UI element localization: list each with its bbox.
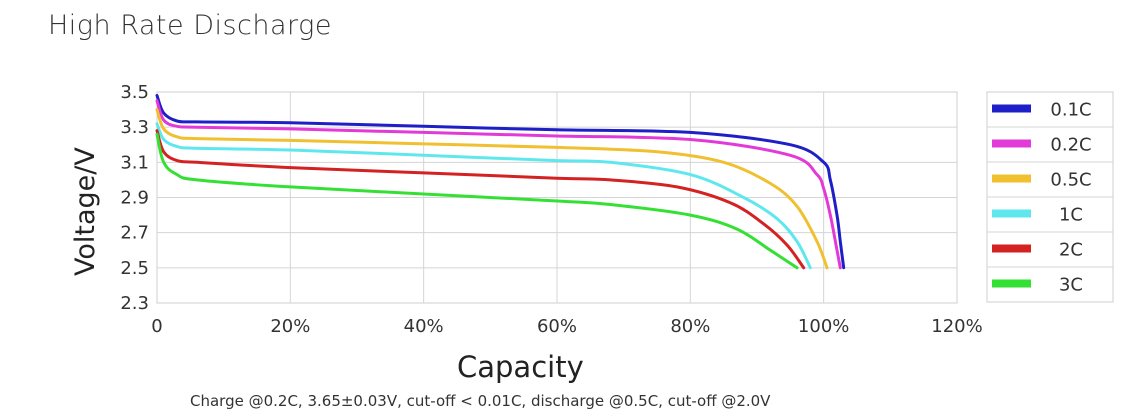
legend-label: 0.5C [1050,170,1091,191]
x-tick-label: 80% [670,316,710,337]
y-tick-label: 3.3 [120,117,149,138]
x-tick-label: 0 [151,316,162,337]
series-line-3C [155,132,799,270]
series-line-2C [155,129,806,270]
x-tick-label: 40% [404,316,444,337]
x-axis-label: Capacity [457,350,584,384]
legend-label: 0.2C [1050,135,1091,156]
series-line-0_1C [155,94,846,270]
y-tick-label: 3.5 [120,82,149,103]
legend-swatch-3C [992,279,1031,288]
x-tick-label: 120% [931,316,982,337]
y-tick-label: 3.1 [120,152,149,173]
legend-swatch-0_2C [992,139,1031,148]
x-tick-label: 20% [270,316,310,337]
legend-label: 0.1C [1050,100,1091,121]
y-tick-label: 2.9 [120,188,149,209]
legend-swatch-2C [992,244,1031,253]
x-tick-label: 100% [798,316,849,337]
series-line-0_5C [155,108,829,270]
legend-label: 1C [1059,205,1083,226]
series-line-1C [155,122,812,270]
y-tick-label: 2.5 [120,258,149,279]
chart-title: High Rate Discharge [48,10,332,41]
legend-swatch-0_1C [992,104,1031,113]
x-tick-label: 60% [537,316,577,337]
legend-swatch-1C [992,209,1031,218]
legend-label: 2C [1059,240,1083,261]
y-tick-label: 2.7 [120,223,149,244]
y-tick-label: 2.3 [120,293,149,314]
series-line-0_2C [155,99,842,270]
test-conditions-note: Charge @0.2C, 3.65±0.03V, cut-off < 0.01… [190,392,771,410]
legend-label: 3C [1059,275,1083,296]
legend-swatch-0_5C [992,174,1031,183]
